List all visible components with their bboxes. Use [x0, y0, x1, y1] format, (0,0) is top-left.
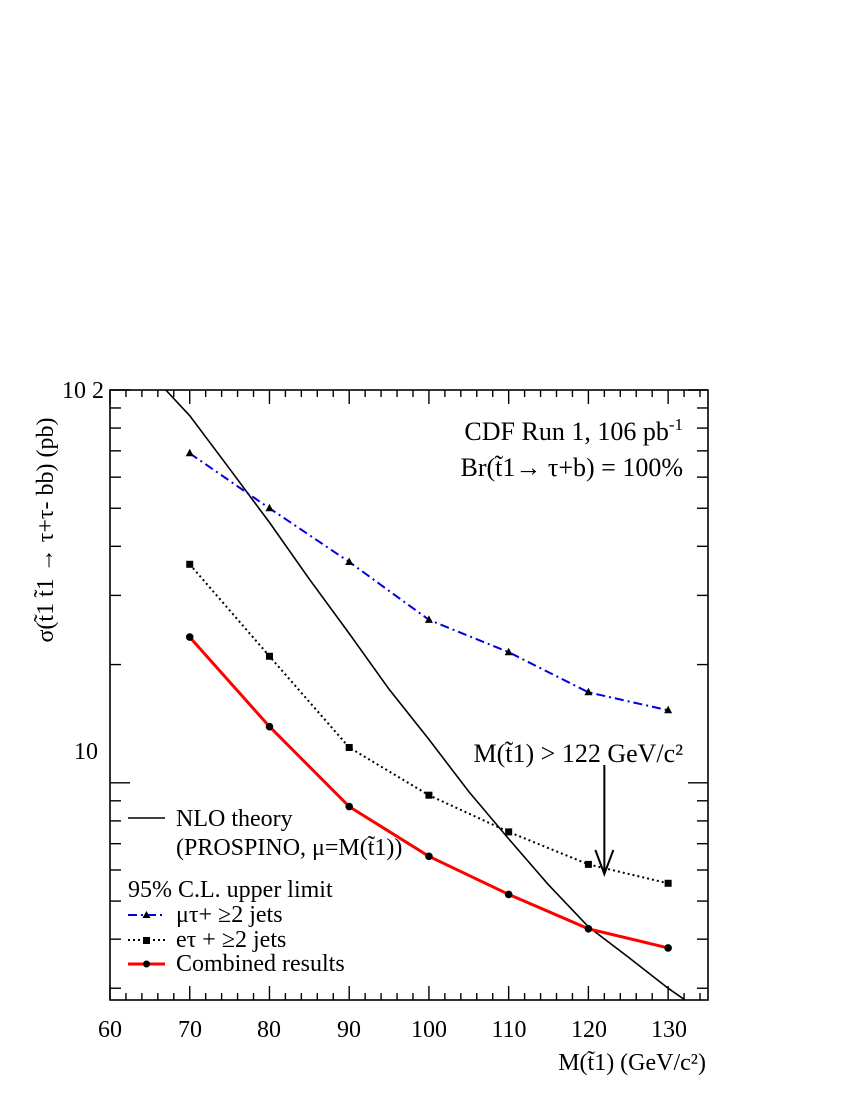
- x-tick-label: 120: [571, 1017, 607, 1043]
- series-markers: [185, 448, 673, 952]
- x-tick-label: 100: [411, 1017, 447, 1043]
- theory-curve: [165, 390, 687, 1000]
- mutau-marker: [664, 705, 673, 714]
- legend-heading: 95% C.L. upper limit: [128, 877, 333, 903]
- combined-marker: [504, 890, 513, 899]
- annotation-run-info: CDF Run 1, 106 pb-1: [464, 415, 683, 446]
- mutau-marker: [185, 448, 194, 457]
- etau-marker: [186, 560, 194, 568]
- etau-marker: [425, 791, 433, 799]
- annotation-branching-ratio: Br(t̃1→ τ+b) = 100%: [461, 453, 683, 482]
- combined-marker: [664, 944, 672, 952]
- etau-marker: [345, 744, 353, 752]
- x-tick-label: 130: [651, 1017, 687, 1043]
- x-tick-label: 110: [491, 1017, 526, 1043]
- etau-marker: [265, 652, 273, 660]
- mutau-series-line: [189, 452, 669, 712]
- x-tick-label: 90: [337, 1017, 361, 1043]
- mutau-marker: [584, 687, 593, 696]
- x-tick-labels: 60 70 80 90 100 110 120 130: [98, 1017, 687, 1043]
- combined-marker: [265, 722, 274, 731]
- y-tick-label-10: 10: [74, 739, 98, 765]
- y-axis-title: σ(t̃1 t̃1 → τ+τ- bb) (pb): [33, 417, 59, 642]
- mass-limit-label: M(t̃1) > 122 GeV/c²: [474, 739, 684, 768]
- mutau-marker: [345, 557, 354, 565]
- mass-limit-arrow: [594, 765, 615, 877]
- mutau-marker: [265, 503, 274, 512]
- legend-marker-mutau: [142, 911, 151, 918]
- y-tick-label-100: 10 2: [62, 378, 104, 404]
- legend-label-theory-detail: (PROSPINO, μ=M(t̃1)): [176, 835, 402, 861]
- combined-marker: [425, 852, 433, 861]
- x-tick-label: 60: [98, 1017, 122, 1043]
- legend-label-theory: NLO theory: [176, 806, 293, 832]
- x-tick-label: 70: [178, 1017, 202, 1043]
- axis-ticks: [109, 389, 708, 1000]
- legend-label-etau: eτ + ≥2 jets: [176, 927, 286, 953]
- etau-marker: [664, 879, 672, 887]
- mutau-marker: [504, 647, 513, 656]
- legend-label-combined: Combined results: [176, 951, 345, 977]
- x-tick-label: 80: [257, 1017, 281, 1043]
- legend-marker-etau: [143, 937, 150, 944]
- etau-marker: [505, 828, 513, 836]
- legend-label-mutau: μτ+ ≥2 jets: [176, 902, 283, 928]
- mutau-marker: [424, 615, 433, 623]
- legend-marker-combined: [143, 960, 150, 968]
- combined-marker: [185, 633, 194, 641]
- x-axis-title: M(t̃1) (GeV/c²): [558, 1050, 706, 1076]
- legend: NLO theory (PROSPINO, μ=M(t̃1)) 95% C.L.…: [128, 806, 402, 977]
- etau-marker: [584, 860, 592, 868]
- plot-frame: [109, 389, 709, 1001]
- combined-marker: [345, 802, 354, 811]
- combined-marker: [584, 925, 593, 933]
